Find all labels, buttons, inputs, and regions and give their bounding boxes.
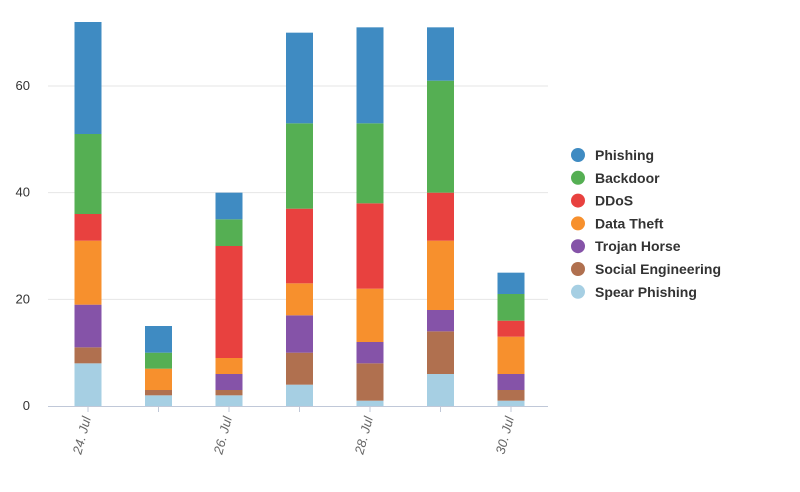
bar-segment[interactable]	[286, 352, 313, 385]
bar-segment[interactable]	[145, 368, 172, 390]
bar-segment[interactable]	[215, 390, 243, 396]
legend-label: Social Engineering	[595, 261, 721, 277]
legend-label: Spear Phishing	[595, 284, 697, 300]
legend-label: DDoS	[595, 193, 633, 209]
bar-segment[interactable]	[286, 384, 313, 406]
legend-item[interactable]: Phishing	[571, 147, 654, 163]
legend-swatch-icon	[571, 193, 585, 208]
bar-segment[interactable]	[497, 374, 525, 390]
bar-segment[interactable]	[74, 134, 102, 214]
bar-segment[interactable]	[215, 192, 243, 220]
bar-segment[interactable]	[74, 214, 102, 241]
bar-segment[interactable]	[356, 123, 384, 204]
bar-segment[interactable]	[215, 374, 243, 390]
bar-segment[interactable]	[427, 240, 454, 310]
bar-segment[interactable]	[427, 310, 454, 332]
legend: Phishing Backdoor DDoS Data Theft Trojan Hor…	[571, 147, 721, 300]
bar-segment[interactable]	[427, 374, 454, 406]
legend-swatch-icon	[571, 148, 585, 162]
legend-swatch-icon	[571, 262, 585, 276]
legend-item[interactable]: Data Theft	[571, 215, 664, 231]
x-tick-label: 30. Jul	[492, 414, 517, 456]
legend-item[interactable]: Social Engineering	[571, 261, 721, 277]
bar-segment[interactable]	[145, 352, 172, 369]
legend-label: Phishing	[595, 147, 654, 163]
legend-swatch-icon	[571, 239, 585, 254]
bar-segment[interactable]	[74, 363, 102, 406]
y-tick-label: 20	[16, 291, 30, 306]
bar-segment[interactable]	[74, 22, 102, 134]
bar-segment[interactable]	[74, 347, 102, 364]
bar-stack	[286, 32, 313, 406]
bar-segment[interactable]	[215, 219, 243, 246]
bar-segment[interactable]	[356, 27, 384, 124]
y-tick-label: 60	[16, 78, 30, 93]
bar-stack	[497, 272, 525, 406]
y-tick-label: 40	[16, 185, 30, 200]
bar-segment[interactable]	[427, 27, 454, 81]
bar-segment[interactable]	[286, 32, 313, 124]
y-tick-label: 0	[23, 398, 30, 413]
bar-stack	[356, 27, 384, 406]
bar-segment[interactable]	[497, 294, 525, 321]
bar-segment[interactable]	[145, 395, 172, 406]
x-tick-label: 28. Jul	[351, 414, 376, 457]
bar-segment[interactable]	[497, 272, 525, 294]
bar-segment[interactable]	[356, 363, 384, 401]
legend-label: Backdoor	[595, 170, 660, 186]
bar-segment[interactable]	[286, 283, 313, 316]
bar-segment[interactable]	[74, 304, 102, 348]
bar-segment[interactable]	[286, 208, 313, 284]
bar-segment[interactable]	[356, 288, 384, 342]
bar-segment[interactable]	[286, 123, 313, 209]
legend-swatch-icon	[571, 216, 585, 231]
bar-stack	[145, 326, 172, 406]
legend-item[interactable]: DDoS	[571, 193, 633, 209]
bar-segment[interactable]	[497, 400, 525, 406]
legend-label: Trojan Horse	[595, 238, 681, 254]
bar-stack	[215, 192, 243, 406]
bar-segment[interactable]	[145, 390, 172, 396]
legend-label: Data Theft	[595, 215, 664, 231]
bar-segment[interactable]	[215, 395, 243, 406]
bar-segment[interactable]	[356, 342, 384, 364]
bars	[74, 22, 525, 406]
bar-segment[interactable]	[286, 315, 313, 353]
bar-segment[interactable]	[427, 192, 454, 241]
bar-segment[interactable]	[356, 203, 384, 289]
legend-swatch-icon	[571, 284, 585, 299]
bar-segment[interactable]	[427, 80, 454, 193]
legend-item[interactable]: Trojan Horse	[571, 238, 681, 254]
bar-segment[interactable]	[356, 400, 384, 406]
legend-item[interactable]: Spear Phishing	[571, 284, 697, 300]
bar-segment[interactable]	[497, 336, 525, 374]
legend-item[interactable]: Backdoor	[571, 170, 660, 186]
bar-segment[interactable]	[145, 326, 172, 353]
bar-stack	[74, 22, 102, 406]
bar-segment[interactable]	[427, 331, 454, 374]
bar-segment[interactable]	[497, 390, 525, 401]
legend-swatch-icon	[571, 170, 585, 185]
bar-segment[interactable]	[215, 246, 243, 358]
x-tick-label: 24. Jul	[69, 414, 94, 457]
bar-segment[interactable]	[497, 320, 525, 337]
bar-stack	[427, 27, 454, 406]
bar-segment[interactable]	[215, 358, 243, 374]
x-tick-label: 26. Jul	[210, 414, 235, 457]
bar-segment[interactable]	[74, 240, 102, 305]
